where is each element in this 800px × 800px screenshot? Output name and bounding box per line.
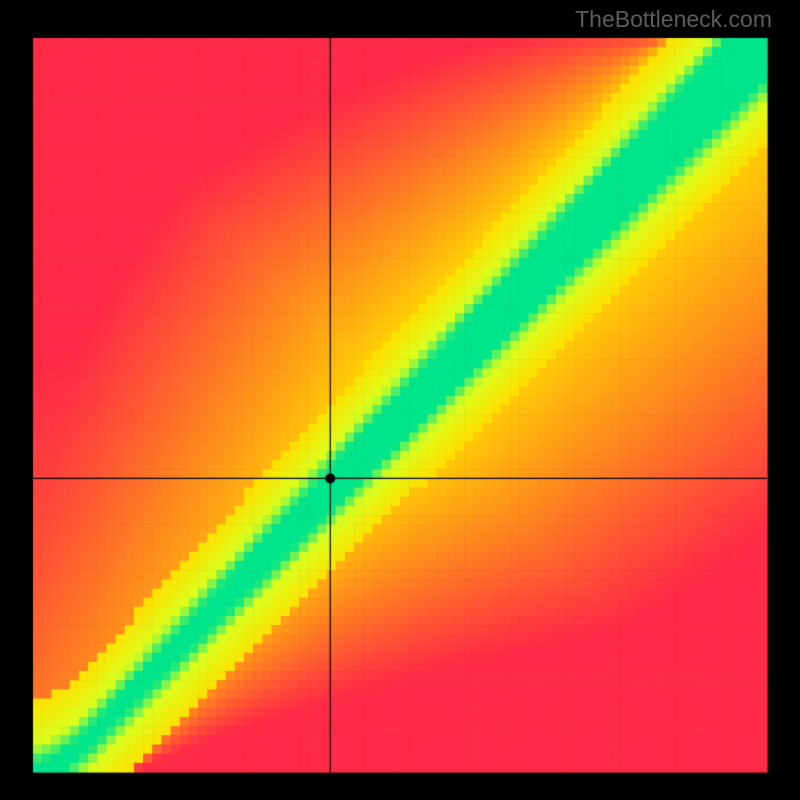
watermark-text: TheBottleneck.com — [575, 6, 772, 33]
bottleneck-heatmap — [0, 0, 800, 800]
